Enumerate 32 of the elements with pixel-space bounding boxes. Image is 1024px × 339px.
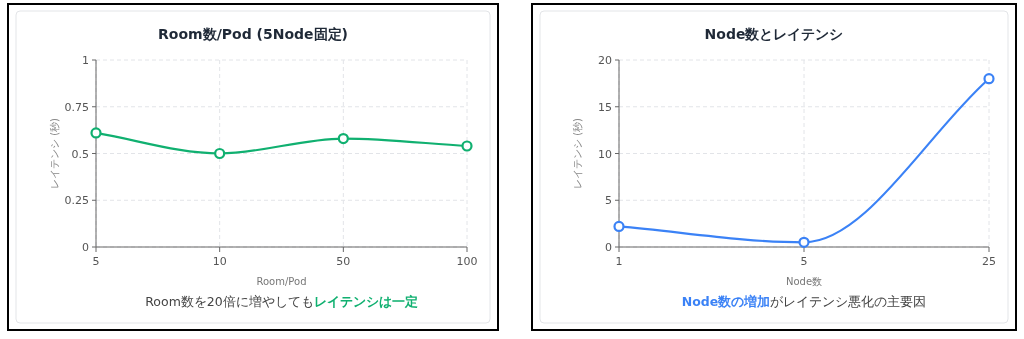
- y-tick-label: 0.25: [64, 194, 89, 208]
- point: [337, 132, 349, 145]
- chart-title: Node数とレイテンシ: [704, 26, 844, 42]
- y-tick-label: 0.75: [64, 100, 89, 114]
- y-tick-label: 1: [82, 54, 89, 67]
- x-tick-label: 100: [456, 255, 478, 268]
- point: [214, 147, 226, 160]
- x-axis-title: Room/Pod: [256, 276, 307, 287]
- y-tick-label: 0: [605, 241, 612, 254]
- point: [798, 236, 810, 248]
- y-axis-title: レイテンシ (秒): [49, 117, 60, 189]
- y-tick-label: 15: [598, 100, 612, 114]
- y-tick-label: 20: [598, 54, 612, 67]
- x-axis-title: Node数: [785, 276, 823, 287]
- point: [983, 73, 995, 85]
- x-tick-label: 5: [92, 255, 100, 268]
- x-tick-label: 1: [615, 255, 623, 268]
- x-tick-label: 50: [336, 255, 351, 268]
- y-axis-title: レイテンシ (秒): [572, 117, 583, 189]
- chart-title: Room数/Pod (5Node固定): [158, 26, 348, 42]
- text: Node数の増加がレイテンシ悪化の主要因: [681, 294, 927, 309]
- point: [90, 127, 102, 139]
- x-tick-label: 10: [212, 255, 227, 268]
- y-tick-label: 10: [598, 147, 612, 161]
- y-tick-label: 0.5: [71, 147, 89, 161]
- point: [461, 140, 473, 152]
- y-tick-label: 5: [605, 194, 612, 208]
- text: Room数を20倍に増やしてもレイテンシは一定: [145, 294, 418, 309]
- point: [613, 220, 625, 233]
- y-tick-label: 0: [82, 241, 89, 254]
- x-tick-label: 5: [800, 255, 808, 268]
- x-tick-label: 25: [982, 255, 996, 268]
